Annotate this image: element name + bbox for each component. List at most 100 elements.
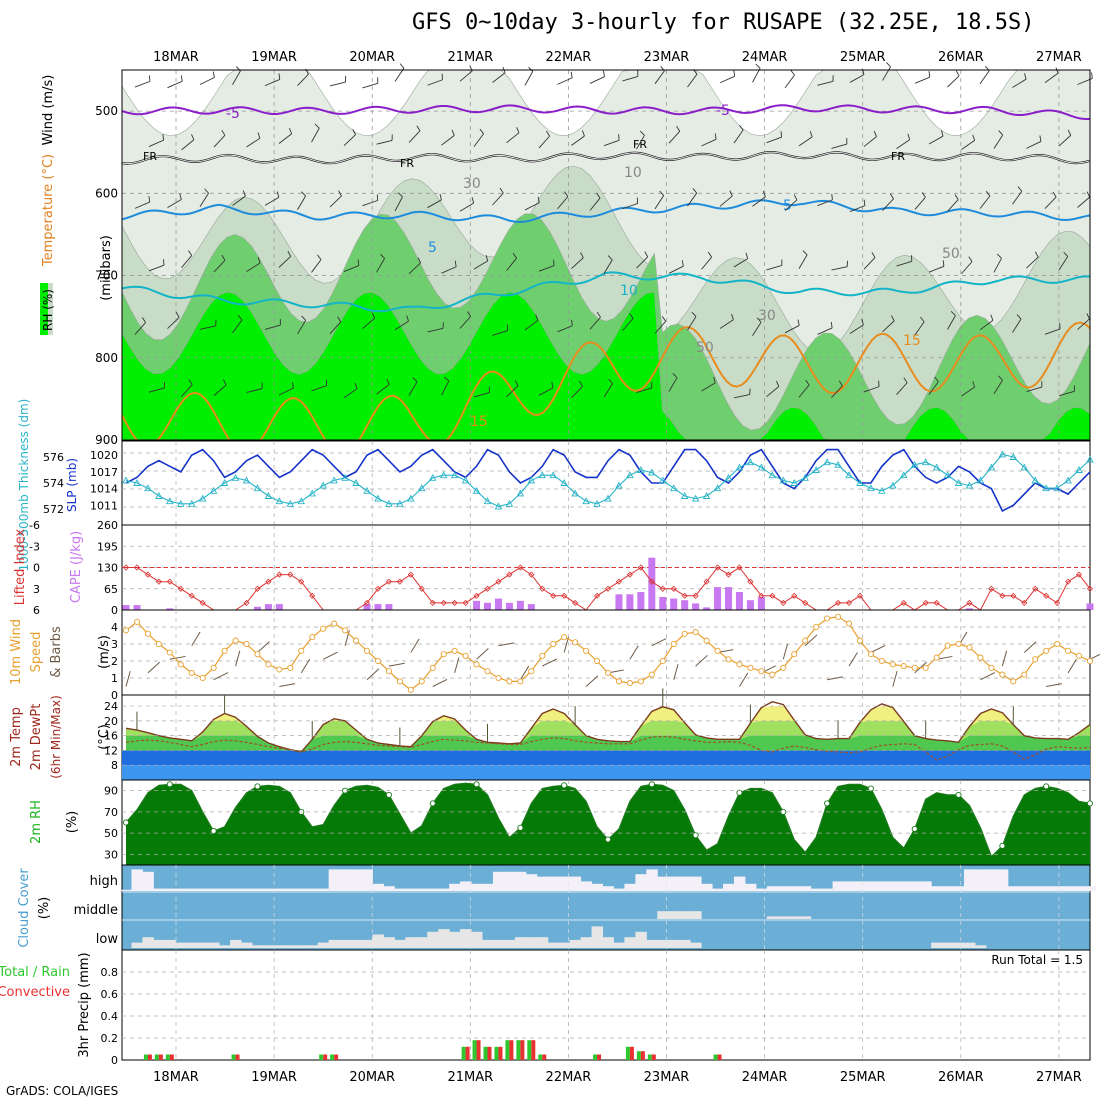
rh-axis-unit: (%) [65,811,80,834]
date-label-top: 22MAR [546,50,592,65]
cloud-cover-bar [974,945,987,948]
thickness-marker [494,502,503,510]
thickness-marker [823,458,831,466]
lifted-index-marker [791,592,798,599]
wind-barb [798,250,808,269]
wind-barb-flag [941,130,944,137]
wind-barb-staff [961,386,975,397]
wind-barb-flag [357,259,360,266]
cape-tick-label: 65 [104,583,118,596]
thickness-marker [220,479,229,486]
wind-speed-marker [878,657,885,665]
wind-barb [181,379,193,397]
thickness-marker [209,486,218,494]
date-label-bottom: 24MAR [742,1070,788,1085]
wind-speed-marker [528,668,535,675]
wind-barb-staff [167,199,182,208]
wind-barb-staff [817,327,833,335]
lifted-index-tick-label: 0 [33,562,40,575]
wind-barb-flag [756,317,762,323]
wind-barb [1012,73,1027,88]
wind-barb-staff [329,81,346,87]
wind-barb [1012,314,1022,333]
wind-barb-flag [512,253,517,259]
thickness-marker [1020,463,1029,471]
wind-speed-marker [824,615,831,622]
thickness-marker [549,471,557,479]
wind-speed-marker [122,627,130,634]
surface-wind-barb [235,650,241,667]
wind-barb-staff [798,254,808,269]
cape-bar [133,605,141,610]
wind-speed-marker [232,637,239,644]
precip-total-bar [330,1054,335,1060]
wind-barb-staff [1077,318,1090,330]
thickness-marker [1064,476,1072,484]
wind-barb-flag [738,125,744,131]
cloud-cover-bar [197,888,209,891]
wind-barb-staff [654,70,665,85]
cloud-cover-bar [1062,886,1075,891]
wind-barb [167,193,182,208]
wind-barb [622,313,634,331]
wind-barb-flag [745,252,749,259]
wind-barb-staff [1058,134,1072,147]
wind-speed-marker [320,625,327,632]
wind-barb-flag [439,193,442,200]
wind-barb-flag [581,130,585,137]
cloud-cover-bar [985,869,998,891]
contour-label: 30 [758,308,776,324]
surface-wind-barb [848,652,858,667]
date-label-top: 27MAR [1036,50,1082,65]
thickness-marker [396,499,404,507]
cloud-cover-bar [942,942,954,948]
wind-barb [246,382,263,393]
wind-barb-flag [354,382,358,389]
temp-tick-label: 20 [104,715,118,728]
wind-speed-marker [1065,647,1072,654]
thickness-marker [921,458,930,466]
cloud-cover-bar [449,883,461,891]
surface-wind-barb [191,631,201,646]
date-label-top: 21MAR [447,50,493,65]
wind-barb [733,252,749,268]
wind-barb [459,197,475,212]
wind-barb-staff [687,192,698,207]
wind-barb-staff [1026,256,1039,269]
cloud-cover-bar [142,937,154,948]
wind-speed-marker [243,640,250,648]
temp-axis-label: 2m Temp [9,707,24,767]
lifted-index-marker [484,585,491,592]
wind-barb-staff [896,260,912,267]
cloud-cover-bar [131,942,143,948]
cloud-cover-bar [471,883,483,891]
thickness-marker [757,463,766,471]
cloud-cover-bar [679,939,691,948]
wind-barb-staff [1026,141,1042,149]
cloud-cover-bar [262,945,275,948]
lifted-index-marker [550,592,557,599]
cloud-cover-bar [832,881,845,891]
wind-speed-marker [276,666,283,673]
precip-convective-bar [158,1054,163,1060]
cloud-cover-bar [690,942,702,948]
surface-wind-barb [498,642,515,647]
thickness-marker [286,499,295,507]
contour-label: -5 [716,103,730,119]
lifted-index-marker [670,585,677,592]
thickness-marker [615,481,623,489]
wind-barb-staff [1026,386,1042,392]
wind-barb-staff [524,320,539,331]
wind-barb-flag [175,312,180,318]
cloud-cover-bar [668,876,680,891]
wind-barb [636,251,649,269]
slp-panel-frame [121,440,1091,526]
wind-barb [524,66,534,86]
wind-barb-staff [849,205,866,212]
surface-wind-barb [279,683,296,687]
lifted-index-marker [681,592,688,599]
wind-speed-marker [966,644,973,651]
precip-total-bar [713,1054,718,1060]
lifted-index-marker [473,592,480,599]
wind-barb-flag [551,381,554,388]
